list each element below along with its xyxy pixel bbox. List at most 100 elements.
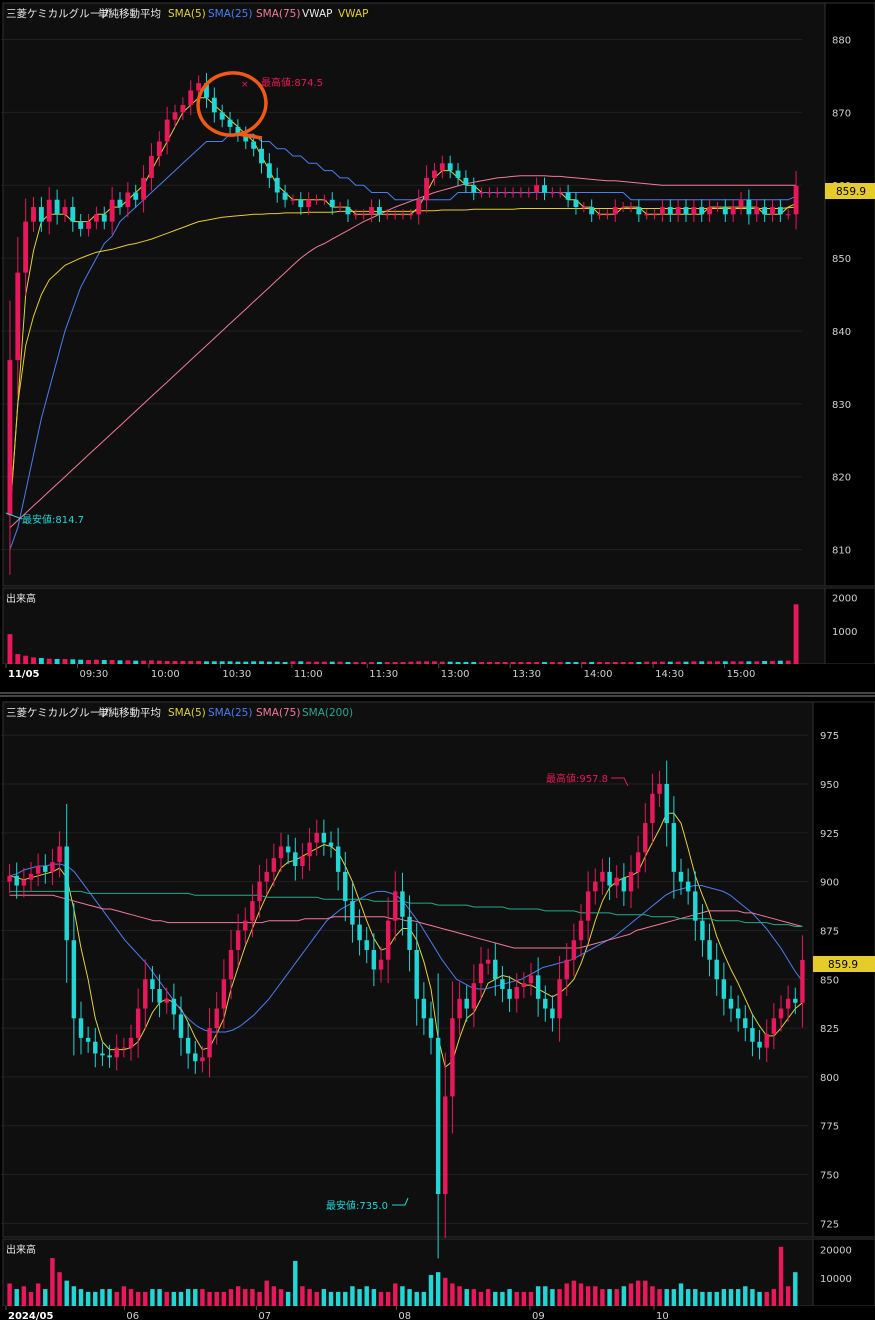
- candle-body: [300, 856, 305, 867]
- volume-bar: [478, 1291, 484, 1306]
- bottom-chart[interactable]: 725 750 775 800 825 850 875 900 925 950 975 20000 1…: [1, 701, 875, 1320]
- candle-body: [707, 207, 713, 215]
- volume-bar: [664, 1289, 669, 1306]
- volume-bar: [335, 1291, 341, 1306]
- volume-bar: [23, 655, 29, 664]
- y-tick-label: 810: [832, 546, 851, 557]
- volume-bar: [699, 661, 705, 664]
- candle-body: [125, 192, 131, 208]
- volume-bar: [675, 661, 681, 664]
- candle-body: [193, 1053, 198, 1062]
- y-tick-label: 725: [820, 1219, 839, 1230]
- candle-body: [471, 983, 477, 1009]
- candle-body: [735, 1008, 741, 1019]
- volume-bar: [762, 661, 768, 664]
- volume-bar: [564, 1283, 569, 1306]
- candle-body: [667, 207, 673, 215]
- candle-body: [353, 214, 359, 216]
- candle-body: [164, 119, 170, 142]
- volume-bar: [185, 1289, 191, 1306]
- volume-bar: [707, 661, 713, 664]
- x-tick-label: 2024/05: [8, 1311, 53, 1320]
- volume-bar: [494, 662, 500, 664]
- candle-body: [369, 207, 374, 215]
- y-tick-label: 825: [820, 1024, 839, 1035]
- volume-bar: [143, 1291, 148, 1306]
- candle-body: [770, 207, 775, 215]
- bottom-low-label: 最安値:735.0: [326, 1199, 388, 1212]
- candle-body: [636, 207, 642, 215]
- candle-body: [494, 192, 500, 194]
- candle-body: [15, 272, 21, 361]
- top-legend-sma5: SMA(5): [168, 8, 206, 20]
- y-tick-label: 850: [820, 975, 839, 986]
- volume-bar: [125, 660, 131, 664]
- volume-bar: [416, 661, 422, 664]
- candle-body: [70, 207, 76, 222]
- bottom-volume-label: 出来高: [6, 1243, 36, 1256]
- candle-body: [685, 881, 691, 892]
- y-tick-label: 850: [832, 254, 851, 265]
- volume-bar: [109, 660, 115, 664]
- candle-body: [271, 858, 277, 872]
- bottom-high-label: 最高値:957.8: [546, 772, 608, 785]
- candle-body: [204, 83, 209, 98]
- candle-body: [659, 207, 665, 215]
- candle-body: [652, 214, 658, 216]
- candle-body: [750, 1028, 755, 1042]
- volume-bar: [528, 1291, 534, 1306]
- candle-body: [464, 998, 469, 1009]
- candle-body: [264, 871, 269, 882]
- candle-body: [196, 83, 202, 91]
- candle-body: [693, 891, 698, 921]
- volume-bar: [306, 661, 312, 664]
- volume-bar: [521, 1291, 527, 1306]
- volume-bar: [510, 662, 516, 664]
- candle-body: [543, 998, 548, 1009]
- top-current-price-tag: 859.9: [825, 183, 875, 199]
- candle-body: [345, 207, 351, 215]
- volume-bar: [715, 661, 720, 664]
- volume-bar: [487, 662, 492, 664]
- volume-bar: [156, 660, 162, 664]
- candle-body: [376, 207, 382, 215]
- candle-body: [121, 1047, 127, 1049]
- volume-bar: [266, 661, 272, 664]
- volume-bar: [298, 661, 304, 664]
- volume-bar: [21, 1286, 27, 1306]
- candle-body: [743, 1018, 748, 1029]
- volume-bar: [585, 1286, 591, 1306]
- volume-bar: [443, 1277, 448, 1306]
- bottom-x-labels: 2024/05 06 07 08 09 10: [5, 1306, 669, 1320]
- chart-separator[interactable]: [0, 688, 875, 700]
- bottom-ma-lines: [9, 812, 803, 1068]
- volume-bar: [671, 1289, 677, 1306]
- candle-body: [350, 901, 355, 925]
- candle-body: [54, 199, 60, 215]
- volume-bar: [463, 662, 469, 664]
- candle-body: [378, 959, 384, 970]
- candle-body: [478, 963, 484, 984]
- candle-body: [721, 979, 727, 999]
- y-tick-label: 775: [820, 1122, 839, 1133]
- volume-bar: [643, 1280, 648, 1306]
- volume-bar: [7, 634, 13, 664]
- candle-body: [400, 214, 406, 216]
- candle-body: [715, 207, 720, 209]
- candle-body: [746, 199, 752, 215]
- candle-body: [298, 199, 304, 208]
- candle-body: [114, 1047, 119, 1058]
- volume-bar: [400, 1286, 405, 1306]
- volume-bar: [578, 1283, 584, 1306]
- candle-body: [361, 214, 367, 216]
- candle-body: [109, 199, 115, 222]
- volume-bar: [707, 1291, 712, 1306]
- candle-body: [671, 823, 677, 872]
- volume-bar: [35, 1283, 41, 1306]
- candle-body: [778, 1008, 784, 1019]
- top-legend-vwap-white: VWAP: [302, 8, 333, 20]
- volume-bar: [721, 1289, 727, 1306]
- candle-body: [502, 192, 508, 194]
